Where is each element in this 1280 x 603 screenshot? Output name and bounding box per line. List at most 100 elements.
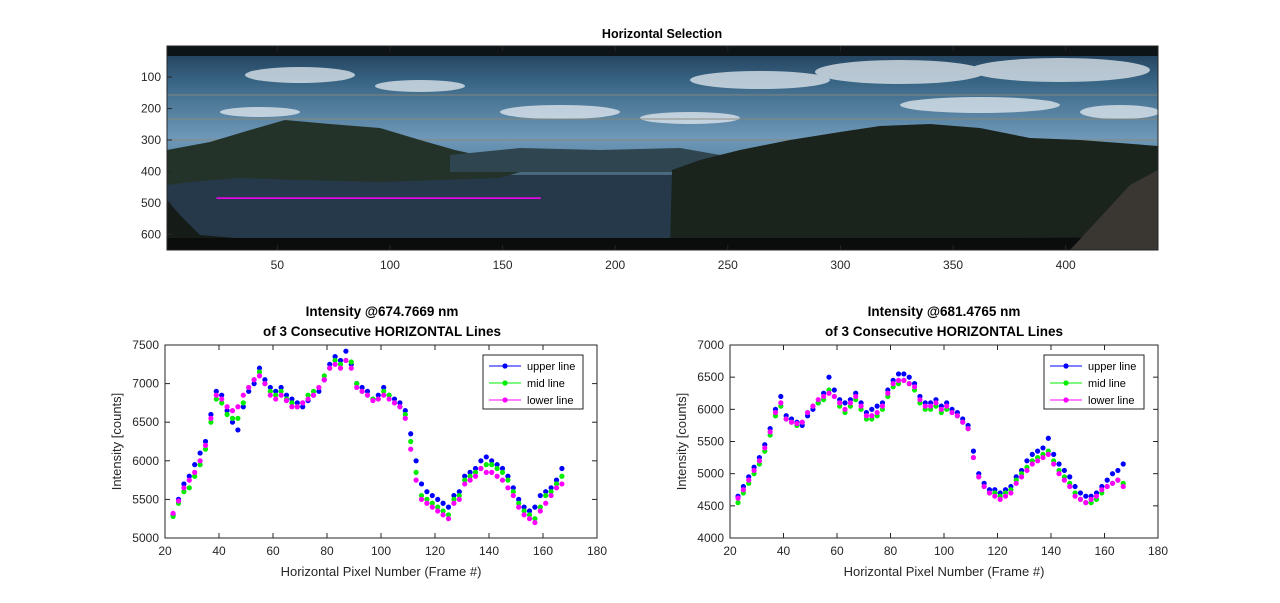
data-point	[213, 388, 219, 394]
data-point	[472, 469, 479, 475]
data-point	[1008, 490, 1014, 496]
data-point	[440, 500, 446, 506]
data-point	[489, 469, 495, 475]
data-point	[256, 369, 263, 375]
data-point	[408, 438, 414, 445]
top-y-tick-label: 200	[141, 102, 161, 116]
data-point	[1029, 461, 1035, 467]
y-tick-label: 5000	[132, 531, 159, 545]
data-point	[810, 403, 816, 409]
data-point	[456, 496, 462, 502]
x-tick-label: 60	[266, 544, 280, 558]
data-point	[197, 458, 203, 464]
data-point	[901, 371, 907, 377]
data-point	[240, 400, 246, 406]
data-point	[424, 496, 430, 502]
data-point	[740, 487, 746, 493]
chart-left-frame	[164, 344, 598, 539]
data-point	[456, 489, 462, 495]
data-point	[911, 384, 918, 390]
data-point	[922, 403, 928, 409]
data-point	[906, 374, 912, 380]
chart-right-ticks: 20 40 60 80 100 120 140 160 180 4000 4500 5000 5500 6…	[697, 338, 1168, 558]
top-x-tick-label: 300	[830, 258, 850, 272]
legend-marker	[1063, 380, 1069, 386]
data-point	[949, 409, 955, 416]
chart-right-points	[735, 371, 1126, 506]
data-point	[735, 495, 741, 501]
data-point	[310, 392, 317, 398]
data-point	[944, 403, 950, 409]
x-tick-label: 20	[158, 544, 172, 558]
data-point	[289, 396, 295, 402]
data-point	[348, 359, 354, 365]
data-point	[235, 427, 241, 433]
chart-left-ylabel: Intensity [counts]	[109, 393, 124, 491]
data-point	[408, 446, 414, 452]
data-point	[863, 413, 870, 419]
legend-marker	[502, 363, 508, 369]
data-point	[494, 465, 500, 472]
top-panel-frame	[166, 45, 1159, 251]
top-panel: Horizontal Selection	[141, 27, 1159, 272]
data-point	[890, 381, 896, 387]
legend-label: lower line	[1088, 395, 1134, 407]
data-point	[310, 388, 317, 394]
data-point	[767, 429, 773, 435]
data-point	[499, 469, 506, 475]
data-point	[359, 388, 365, 394]
data-point	[240, 392, 246, 398]
data-point	[1067, 474, 1073, 480]
data-point	[548, 489, 554, 495]
data-point	[289, 404, 295, 410]
data-point	[976, 474, 982, 480]
data-point	[874, 403, 880, 409]
legend-marker	[502, 380, 508, 386]
data-point	[869, 413, 875, 419]
data-point	[267, 388, 273, 394]
data-point	[788, 419, 795, 425]
data-point	[772, 409, 779, 416]
data-point	[300, 404, 306, 410]
data-point	[175, 498, 182, 504]
clouds	[220, 58, 1158, 124]
data-point	[799, 419, 805, 425]
x-tick-label: 20	[723, 544, 737, 558]
data-point	[462, 473, 468, 479]
data-point	[1109, 471, 1116, 477]
data-point	[332, 361, 338, 367]
data-point	[537, 508, 543, 514]
data-point	[337, 361, 344, 367]
data-point	[960, 419, 966, 425]
data-point	[1035, 448, 1041, 454]
y-tick-label: 5500	[132, 492, 159, 506]
data-point	[202, 446, 209, 452]
data-point	[262, 381, 268, 387]
data-point	[208, 415, 214, 421]
data-point	[1072, 493, 1078, 499]
data-point	[478, 458, 484, 464]
data-point	[548, 485, 554, 491]
data-point	[521, 504, 527, 510]
data-point	[837, 400, 843, 406]
data-point	[553, 485, 560, 491]
data-point	[435, 496, 441, 502]
chart-right-ylabel: Intensity [counts]	[674, 393, 689, 491]
data-point	[359, 384, 365, 391]
data-point	[429, 504, 435, 510]
data-point	[364, 392, 371, 398]
data-point	[294, 400, 300, 406]
data-point	[559, 481, 565, 487]
data-point	[354, 384, 360, 391]
data-point	[543, 489, 549, 495]
data-point	[1056, 471, 1062, 477]
data-point	[559, 473, 565, 479]
data-point	[381, 384, 387, 391]
data-point	[1035, 458, 1041, 464]
data-point	[402, 411, 408, 418]
top-y-tick-label: 400	[141, 164, 161, 178]
legend-marker	[502, 397, 508, 403]
data-point	[831, 387, 837, 393]
data-point	[327, 361, 333, 367]
data-point	[467, 477, 473, 483]
